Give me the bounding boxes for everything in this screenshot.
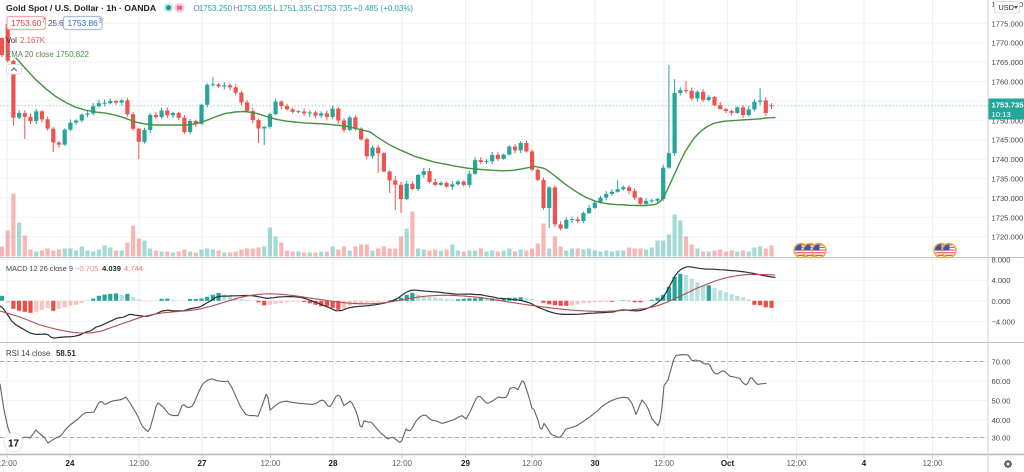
svg-text:4.039: 4.039 — [102, 264, 121, 273]
svg-text:0.000: 0.000 — [992, 297, 1011, 306]
svg-text:1730.000: 1730.000 — [992, 194, 1024, 203]
svg-text:USD: USD — [999, 3, 1014, 12]
svg-text:1753.250: 1753.250 — [199, 4, 233, 13]
svg-text:1760.000: 1760.000 — [992, 78, 1024, 87]
svg-text:40.00: 40.00 — [992, 416, 1011, 425]
svg-text:1735.000: 1735.000 — [992, 175, 1024, 184]
svg-text:10:13: 10:13 — [992, 110, 1011, 119]
svg-text:1740.000: 1740.000 — [992, 155, 1024, 164]
svg-text:−0.705: −0.705 — [75, 264, 98, 273]
svg-text:RSI 14 close: RSI 14 close — [6, 349, 50, 358]
svg-text:50.00: 50.00 — [992, 397, 1011, 406]
svg-text:C: C — [314, 4, 320, 13]
svg-text:12:00: 12:00 — [654, 459, 675, 468]
svg-text:12:00: 12:00 — [786, 459, 807, 468]
svg-text:12:00: 12:00 — [922, 459, 943, 468]
svg-text:25.6: 25.6 — [48, 19, 64, 28]
svg-text:12:00: 12:00 — [522, 459, 543, 468]
svg-text:1753.86: 1753.86 — [68, 18, 99, 28]
svg-text:7: 7 — [42, 18, 46, 25]
svg-text:Oct: Oct — [721, 459, 735, 468]
svg-text:4: 4 — [862, 459, 867, 468]
svg-text:1750.822: 1750.822 — [56, 50, 89, 59]
svg-text:1745.000: 1745.000 — [992, 136, 1024, 145]
svg-text:1765.000: 1765.000 — [992, 58, 1024, 67]
svg-text:3: 3 — [98, 18, 102, 25]
svg-text:Gold Spot / U.S. Dollar · 1h ·: Gold Spot / U.S. Dollar · 1h · OANDA — [6, 3, 157, 13]
svg-text:Vol: Vol — [6, 36, 17, 45]
svg-text:1751.335: 1751.335 — [279, 4, 313, 13]
svg-text:1770.000: 1770.000 — [992, 39, 1024, 48]
svg-text:30: 30 — [591, 459, 600, 468]
svg-text:17: 17 — [8, 439, 20, 450]
svg-text:28: 28 — [329, 459, 338, 468]
svg-text:4.000: 4.000 — [992, 276, 1011, 285]
svg-text:12:00: 12:00 — [260, 459, 281, 468]
svg-text:1753.735: 1753.735 — [319, 4, 353, 13]
svg-text:60.00: 60.00 — [992, 377, 1011, 386]
svg-text:1720.000: 1720.000 — [992, 233, 1024, 242]
svg-text:27: 27 — [198, 459, 207, 468]
svg-text:29: 29 — [461, 459, 470, 468]
svg-text:12:00: 12:00 — [129, 459, 150, 468]
svg-text:1750.000: 1750.000 — [992, 116, 1024, 125]
svg-text:H: H — [234, 4, 240, 13]
svg-text:1753.60: 1753.60 — [11, 18, 42, 28]
svg-text:4.744: 4.744 — [124, 264, 143, 273]
svg-text:MACD 12 26 close 9: MACD 12 26 close 9 — [6, 264, 73, 273]
svg-text:12:00: 12:00 — [0, 459, 18, 468]
svg-text:1753.955: 1753.955 — [239, 4, 273, 13]
svg-text:30.00: 30.00 — [992, 434, 1011, 443]
svg-text:L: L — [274, 4, 279, 13]
svg-text:1775.000: 1775.000 — [992, 19, 1024, 28]
svg-text:58.51: 58.51 — [56, 349, 76, 358]
svg-text:−4.000: −4.000 — [992, 317, 1015, 326]
svg-text:8.000: 8.000 — [992, 256, 1011, 265]
svg-text:1753.735: 1753.735 — [992, 100, 1024, 109]
svg-text:EMA 20 close: EMA 20 close — [6, 50, 54, 59]
svg-text:24: 24 — [66, 459, 75, 468]
svg-text:O: O — [194, 4, 200, 13]
svg-text:+0.485 (+0.03%): +0.485 (+0.03%) — [354, 4, 414, 13]
svg-text:70.00: 70.00 — [992, 358, 1011, 367]
svg-text:1725.000: 1725.000 — [992, 213, 1024, 222]
svg-text:12:00: 12:00 — [392, 459, 413, 468]
svg-text:2.167K: 2.167K — [20, 36, 46, 45]
